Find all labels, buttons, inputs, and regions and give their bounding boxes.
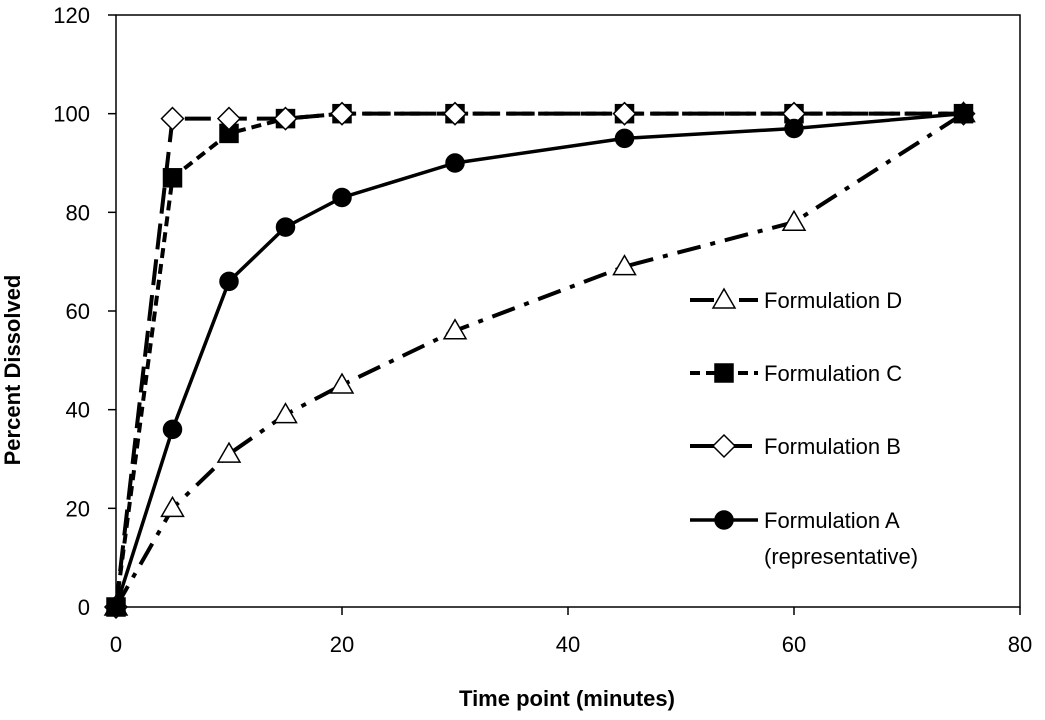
legend-label: Formulation B	[764, 434, 901, 459]
legend-label: Formulation A(representative)	[764, 508, 918, 569]
y-axis-title: Percent Dissolved	[0, 275, 25, 466]
data-point	[955, 105, 973, 123]
data-point	[162, 108, 184, 130]
data-point	[333, 189, 351, 207]
legend-entry: Formulation C	[690, 361, 902, 386]
data-point	[783, 211, 805, 230]
y-tick-label: 40	[66, 398, 90, 423]
data-point	[218, 443, 240, 462]
x-tick-label: 60	[782, 632, 806, 657]
data-point	[785, 119, 803, 137]
legend-marker	[715, 364, 733, 382]
y-tick-label: 20	[66, 496, 90, 521]
legend-entry: Formulation D	[690, 288, 902, 313]
legend-marker	[715, 511, 733, 529]
x-tick-label: 80	[1008, 632, 1032, 657]
legend-label: Formulation D	[764, 288, 902, 313]
legend-entry: Formulation A(representative)	[690, 508, 918, 569]
legend-marker	[713, 289, 735, 308]
y-tick-label: 120	[53, 3, 90, 28]
data-point	[277, 218, 295, 236]
legend-label: Formulation C	[764, 361, 902, 386]
x-tick-label: 0	[110, 632, 122, 657]
y-tick-label: 80	[66, 200, 90, 225]
y-tick-label: 100	[53, 102, 90, 127]
legend-marker	[713, 435, 735, 457]
data-point	[616, 129, 634, 147]
legend-entry: Formulation B	[690, 434, 901, 459]
data-point	[164, 420, 182, 438]
data-point	[446, 154, 464, 172]
data-point	[220, 272, 238, 290]
series-group	[105, 103, 975, 615]
x-tick-label: 20	[330, 632, 354, 657]
x-tick-label: 40	[556, 632, 580, 657]
x-axis-title: Time point (minutes)	[459, 686, 675, 711]
y-tick-label: 60	[66, 299, 90, 324]
data-point	[162, 497, 184, 516]
data-point	[275, 404, 297, 423]
y-tick-label: 0	[78, 595, 90, 620]
